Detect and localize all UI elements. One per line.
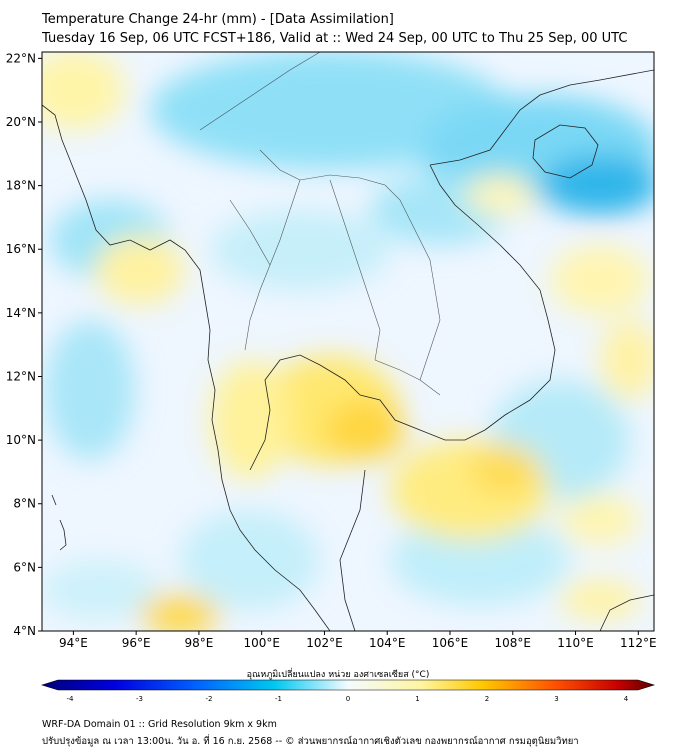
map-frame: [41, 51, 655, 632]
lon-tick-label: 106°E: [432, 636, 469, 650]
colorbar-tick-label: -2: [206, 695, 213, 703]
lon-tick-label: 96°E: [122, 636, 151, 650]
coastlines: [42, 69, 654, 631]
lon-tick-label: 108°E: [495, 636, 532, 650]
colorbar-tick-label: 2: [485, 695, 489, 703]
temperature-field: [42, 52, 654, 631]
lon-tick-label: 102°E: [306, 636, 343, 650]
lon-tick-label: 100°E: [243, 636, 280, 650]
colorbar-tick-label: 3: [554, 695, 558, 703]
lat-tick-label: 8°N: [13, 497, 36, 511]
colorbar-ticks: -4 -3 -2 -1 0 1 2 3 4: [67, 695, 629, 703]
lat-tick-label: 16°N: [6, 242, 36, 256]
axis-ticks: 94°E 96°E 98°E 100°E 102°E 104°E 106°E 108°E 110…: [6, 51, 657, 650]
colorbar-tick-label: 4: [624, 695, 629, 703]
lat-tick-label: 10°N: [6, 433, 36, 447]
colorbar-tick-label: 0: [346, 695, 350, 703]
colorbar: -4 -3 -2 -1 0 1 2 3 4: [40, 679, 656, 703]
lon-tick-label: 98°E: [184, 636, 213, 650]
lat-tick-label: 6°N: [13, 560, 36, 574]
lat-tick-label: 18°N: [6, 179, 36, 193]
lat-tick-label: 4°N: [13, 624, 36, 638]
colorbar-tick-label: -4: [67, 695, 75, 703]
lon-tick-label: 94°E: [59, 636, 88, 650]
lat-tick-label: 14°N: [6, 306, 36, 320]
map-title: Temperature Change 24-hr (mm) - [Data As…: [42, 12, 394, 27]
footer-credit: ปรับปรุงข้อมูล ณ เวลา 13:00น. วัน อ. ที่…: [42, 736, 579, 747]
lat-tick-label: 12°N: [6, 369, 36, 383]
lon-tick-label: 112°E: [620, 636, 657, 650]
lat-tick-label: 22°N: [6, 51, 36, 65]
colorbar-label: อุณหภูมิเปลี่ยนแปลง หน่วย องศาเซลเซียส (…: [246, 670, 430, 680]
lon-tick-label: 104°E: [369, 636, 406, 650]
colorbar-tick-label: -1: [275, 695, 282, 703]
colorbar-ramp: [40, 679, 656, 691]
lon-tick-label: 110°E: [557, 636, 594, 650]
colorbar-tick-label: 1: [415, 695, 419, 703]
lat-tick-label: 20°N: [6, 115, 36, 129]
country-borders: [199, 52, 441, 396]
map-subtitle: Tuesday 16 Sep, 06 UTC FCST+186, Valid a…: [42, 31, 628, 46]
footer-domain-info: WRF-DA Domain 01 :: Grid Resolution 9km …: [42, 719, 277, 730]
colorbar-tick-label: -3: [136, 695, 143, 703]
